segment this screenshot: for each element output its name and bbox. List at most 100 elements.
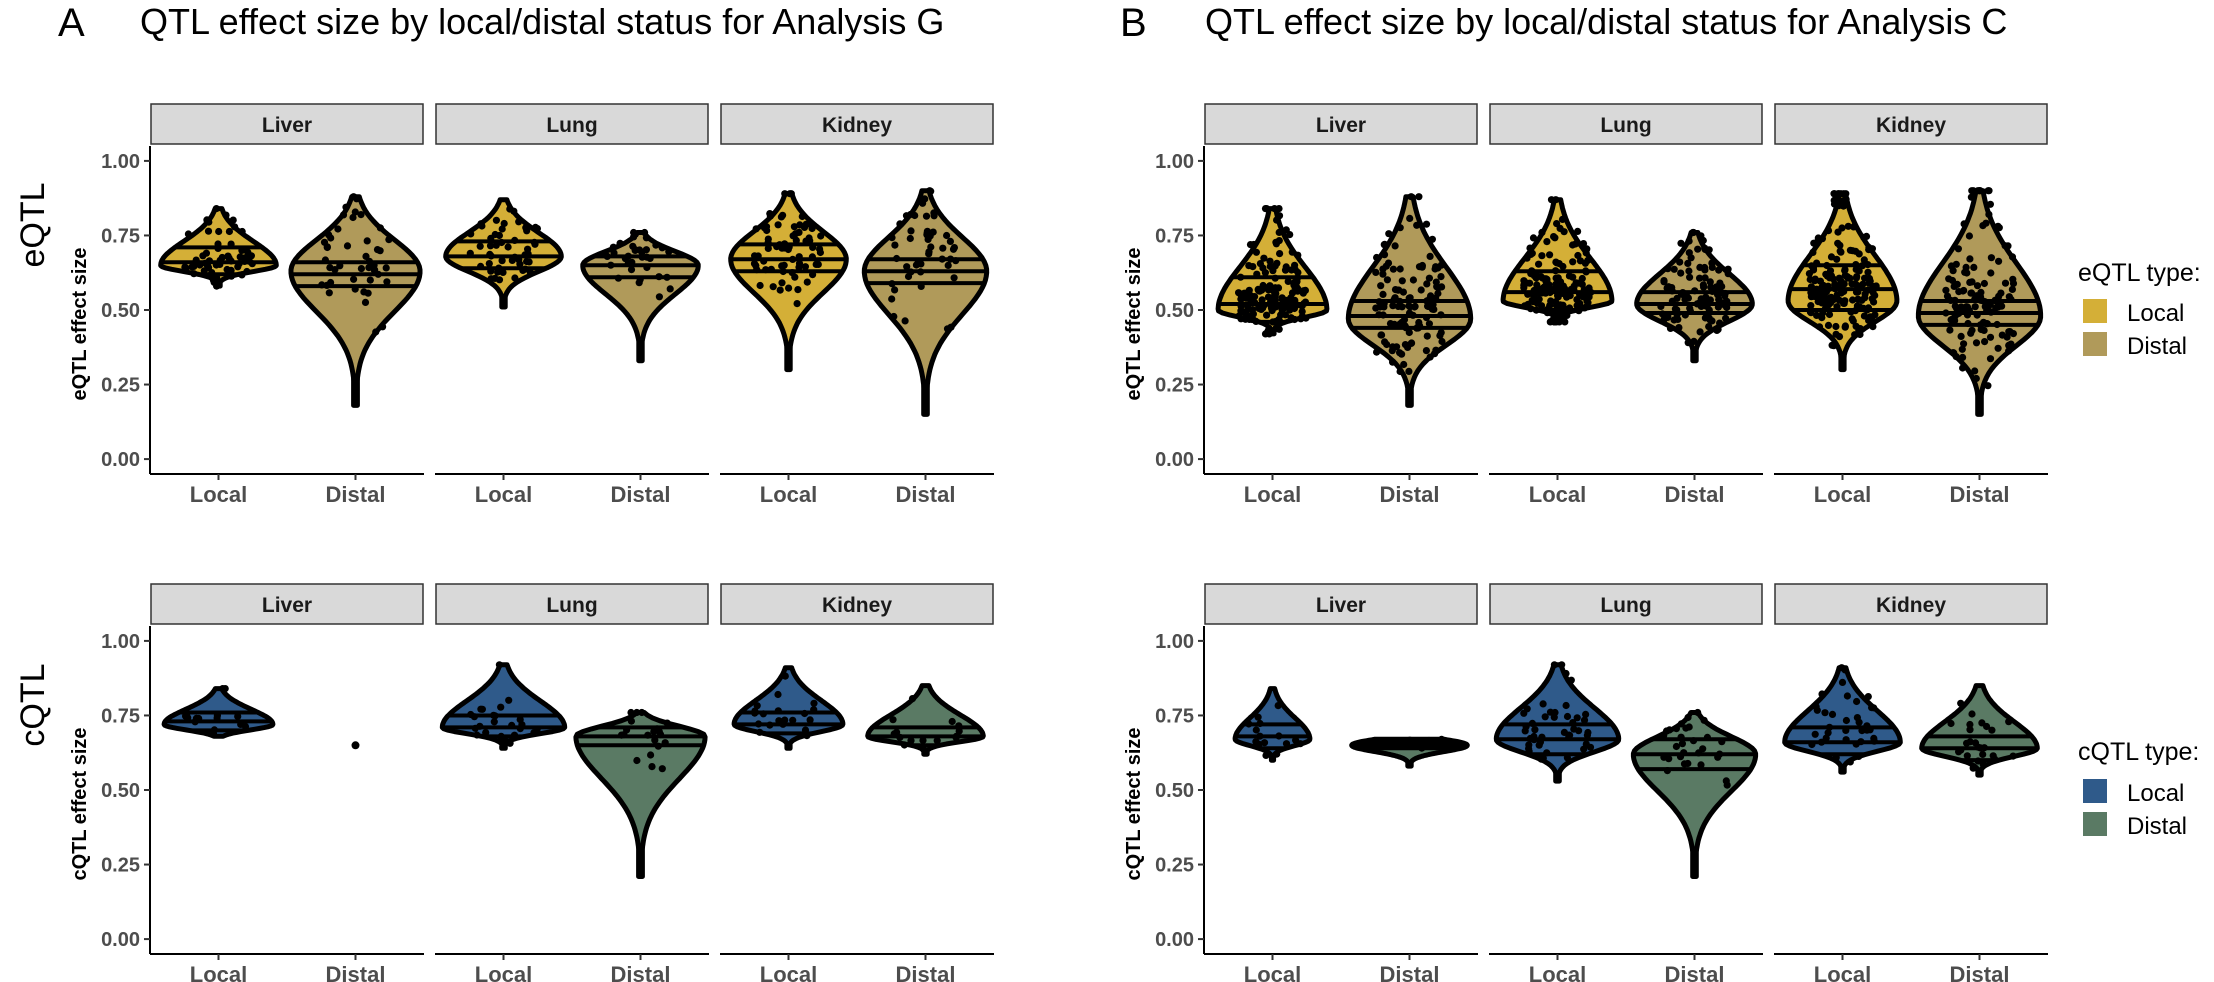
violin-B-eqtl-kidney-local-point: [1870, 298, 1878, 306]
violin-A-cqtl-lung-local-point: [530, 729, 538, 737]
violin-B-eqtl-liver-distal-point: [1389, 343, 1397, 351]
violin-B-eqtl-liver-distal-point: [1415, 193, 1423, 201]
violin-B-cqtl-liver-local: [1232, 686, 1313, 763]
violin-B-eqtl-lung-distal-point: [1684, 339, 1692, 347]
violin-B-eqtl-kidney-distal-point: [2007, 340, 2015, 348]
legend-cqtl: cQTL type: Local Distal: [2078, 738, 2199, 840]
violin-A-cqtl-lung-local-point: [497, 703, 505, 711]
violin-B-eqtl-liver-local-point: [1281, 266, 1290, 274]
xtick-label-A-cqtl-liver-local: Local: [190, 962, 247, 982]
ytick-label-A-eqtl-4: 1.00: [101, 151, 140, 173]
xtick-label-B-eqtl-lung-local: Local: [1529, 482, 1586, 507]
violin-A-eqtl-kidney-local-point: [817, 232, 825, 240]
violin-A-eqtl-lung-local-point: [499, 268, 507, 276]
violin-B-eqtl-kidney-distal-point: [1971, 367, 1979, 375]
violin-A-eqtl-lung-local-point: [533, 225, 542, 233]
violin-B-eqtl-kidney-distal-point: [1971, 303, 1979, 311]
violin-A-eqtl-lung-local-point: [492, 241, 500, 249]
violin-B-cqtl-lung-local-point: [1537, 755, 1545, 763]
violin-B-eqtl-kidney-distal-point: [1962, 303, 1970, 311]
strip-label-B-eqtl-lung: Lung: [1600, 114, 1651, 137]
violin-B-eqtl-kidney-local-point: [1865, 243, 1873, 252]
violin-A-cqtl-lung-distal-point: [658, 765, 666, 773]
xtick-label-B-cqtl-lung-distal: Distal: [1665, 962, 1725, 982]
violin-A-cqtl-kidney-local-point: [756, 728, 764, 736]
violin-B-eqtl-lung-distal-point: [1716, 319, 1724, 327]
violin-A-eqtl-liver-local-point: [190, 262, 198, 270]
violin-A-eqtl-lung-local-point: [504, 243, 512, 251]
violin-B-eqtl-lung-local-point: [1535, 295, 1543, 303]
violin-A-eqtl-lung-distal-point: [631, 230, 640, 238]
violin-B-cqtl-lung-local-point: [1562, 701, 1570, 710]
strip-A-cqtl-lung: [435, 583, 709, 625]
violin-B-cqtl-lung-local-point: [1562, 669, 1570, 678]
violin-B-eqtl-lung-local-point: [1529, 298, 1537, 306]
violin-B-eqtl-liver-local: [1215, 205, 1330, 338]
violin-B-eqtl-liver-local-point: [1301, 286, 1309, 294]
ytick-label-A-eqtl-2: 0.50: [101, 300, 140, 322]
violin-B-cqtl-lung-local-point: [1582, 710, 1590, 719]
violin-B-eqtl-liver-local-point: [1278, 294, 1286, 302]
legend-cqtl-title: cQTL type:: [2078, 738, 2199, 766]
violin-A-cqtl-kidney-local-point: [789, 716, 797, 724]
violin-B-eqtl-liver-distal-point: [1396, 320, 1404, 328]
violin-B-eqtl-liver-local-point: [1282, 226, 1290, 234]
violin-B-cqtl-lung-local-point: [1558, 661, 1566, 669]
violin-A-eqtl-kidney-local-point: [760, 224, 769, 232]
xtick-label-A-eqtl-liver-local: Local: [190, 482, 247, 507]
violin-A-cqtl-liver-distal: [351, 741, 360, 750]
xtick-label-B-cqtl-kidney-distal: Distal: [1950, 962, 2010, 982]
violin-A-eqtl-lung-local-point: [495, 231, 503, 240]
violin-A-cqtl-liver-local-point: [221, 685, 229, 693]
violin-B-cqtl-kidney-local-point: [1864, 693, 1872, 701]
violin-B-eqtl-liver-local-point: [1245, 262, 1253, 270]
violin-A-cqtl-kidney-distal: [865, 683, 986, 757]
violin-B-cqtl-kidney-distal: [1919, 683, 2040, 778]
violin-A-eqtl-lung-local-body: [443, 197, 564, 310]
violin-B-eqtl-lung-distal-point: [1713, 326, 1721, 334]
violin-B-eqtl-lung-distal-point: [1660, 277, 1668, 285]
violin-B-eqtl-lung-distal-point: [1696, 274, 1704, 282]
violin-B-eqtl-kidney-distal-point: [1984, 382, 1992, 390]
violin-B-eqtl-liver-local-point: [1294, 251, 1302, 259]
violin-B-cqtl-lung-local-point: [1539, 700, 1547, 708]
violin-B-eqtl-liver-distal-point: [1411, 303, 1419, 311]
violin-A-eqtl-kidney-local-point: [752, 262, 760, 270]
violin-A-eqtl-liver-distal-point: [372, 328, 380, 336]
violin-A-eqtl-liver-local-point: [225, 227, 233, 236]
ytick-label-A-eqtl-1: 0.25: [101, 375, 140, 397]
violin-A-eqtl-kidney-local-point: [803, 278, 811, 286]
violin-B-eqtl-lung-local-point: [1574, 227, 1582, 235]
violin-B-eqtl-kidney-local-point: [1843, 273, 1851, 281]
violin-B-eqtl-kidney-local-point: [1866, 277, 1874, 285]
violin-A-eqtl-lung-local-point: [486, 242, 495, 250]
violin-B-eqtl-lung-local-point: [1579, 293, 1587, 301]
violin-A-eqtl-lung-local-point: [477, 220, 485, 228]
violin-B-eqtl-kidney-distal-point: [1968, 187, 1976, 195]
violin-B-eqtl-kidney-local-point: [1852, 274, 1860, 282]
violin-A-eqtl-lung-distal-point: [658, 244, 666, 252]
violin-B-eqtl-lung-distal-point: [1716, 279, 1724, 287]
violin-B-eqtl-lung-distal-point: [1664, 313, 1672, 321]
violin-B-cqtl-liver-local-point: [1252, 738, 1260, 746]
violin-B-eqtl-lung-distal-point: [1708, 263, 1716, 271]
violin-A-eqtl-kidney-local-point: [793, 300, 801, 308]
violin-B-eqtl-kidney-local-point: [1860, 233, 1868, 241]
violin-A-eqtl-kidney-distal-point: [903, 263, 911, 271]
violin-B-eqtl-kidney-distal-point: [1995, 292, 2003, 300]
violin-A-eqtl-lung-distal-point: [642, 246, 651, 254]
violin-B-eqtl-kidney-distal-point: [1994, 344, 2002, 352]
violin-B-eqtl-liver-distal-point: [1394, 302, 1402, 310]
violin-B-eqtl-kidney-local-point: [1810, 292, 1818, 300]
violin-B-eqtl-lung-distal-point: [1674, 326, 1682, 334]
violin-B-eqtl-liver-distal-point: [1409, 276, 1417, 284]
panel-title-b: QTL effect size by local/distal status f…: [1205, 1, 2007, 42]
violin-B-eqtl-kidney-distal-point: [2005, 328, 2013, 336]
legend-eqtl-swatch-distal: [2083, 332, 2107, 356]
ytick-label-A-cqtl-3: 0.75: [101, 705, 140, 727]
violin-A-eqtl-lung-distal-point: [609, 243, 618, 251]
violin-B-eqtl-kidney-distal-point: [1983, 304, 1991, 312]
violin-B-cqtl-kidney-distal-point: [1978, 719, 1986, 727]
violin-A-eqtl-liver-local-point: [238, 227, 246, 236]
violin-A-cqtl-lung-distal-point: [650, 727, 658, 736]
